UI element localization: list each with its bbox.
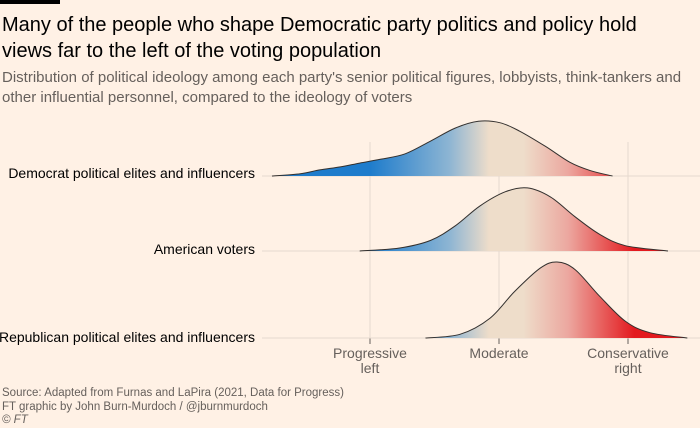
- tick-line2: right: [614, 360, 642, 376]
- density-line: [271, 120, 613, 177]
- tick-line1: Moderate: [469, 345, 529, 361]
- density-area: [359, 187, 668, 251]
- x-tick-label: Progressive left: [310, 346, 430, 376]
- series-label: Democrat political elites and influencer…: [8, 165, 255, 181]
- density-line: [425, 261, 688, 339]
- credit-note: FT graphic by John Burn-Murdoch / @jburn…: [2, 400, 268, 413]
- x-tick-label: Conservative right: [568, 346, 688, 376]
- chart-title: Many of the people who shape Democratic …: [2, 14, 637, 62]
- tick-line2: left: [360, 360, 380, 376]
- tick-line1: Progressive: [333, 345, 407, 361]
- x-tick-label: Moderate: [439, 346, 559, 361]
- chart-subtitle: Distribution of political ideology among…: [2, 69, 682, 106]
- density-line: [359, 187, 669, 252]
- source-note: Source: Adapted from Furnas and LaPira (…: [2, 387, 344, 399]
- ft-top-bar: [0, 0, 60, 4]
- density-area: [271, 120, 613, 176]
- copyright-note: © FT: [2, 414, 28, 426]
- footer: Source: Adapted from Furnas and LaPira (…: [2, 387, 344, 428]
- series-label: American voters: [153, 241, 255, 257]
- series-label: Republican political elites and influenc…: [0, 329, 255, 345]
- density-area: [425, 261, 688, 338]
- tick-line1: Conservative: [587, 345, 669, 361]
